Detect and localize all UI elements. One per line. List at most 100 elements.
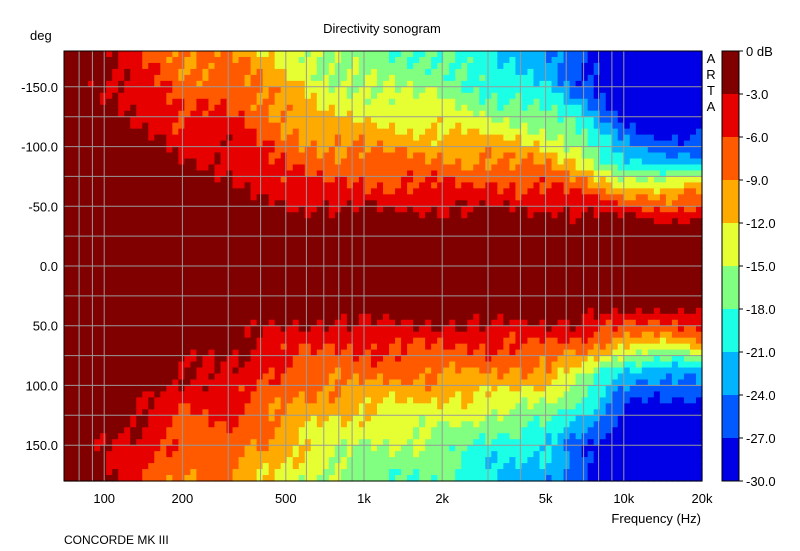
heatmap-cell <box>581 224 589 231</box>
heatmap-cell <box>268 92 276 100</box>
heatmap-cell <box>154 98 161 106</box>
heatmap-cell <box>370 122 378 130</box>
heatmap-cell <box>268 158 276 166</box>
heatmap-cell <box>316 140 324 148</box>
heatmap-cell <box>208 80 216 88</box>
heatmap-cell <box>599 206 607 213</box>
heatmap-cell <box>527 230 535 237</box>
heatmap-cell <box>455 128 462 136</box>
heatmap-cell <box>611 260 619 267</box>
heatmap-cell <box>389 140 396 148</box>
heatmap-cell <box>280 283 288 291</box>
heatmap-cell <box>352 80 360 88</box>
heatmap-cell <box>184 242 191 249</box>
heatmap-cell <box>521 51 529 58</box>
heatmap-cell <box>575 92 583 100</box>
heatmap-cell <box>395 218 402 225</box>
heatmap-cell <box>419 230 426 237</box>
heatmap-cell <box>413 254 420 261</box>
heatmap-cell <box>509 182 517 189</box>
heatmap-cell <box>352 230 360 237</box>
heatmap-cell <box>286 74 294 82</box>
heatmap-cell <box>395 325 402 333</box>
heatmap-cell <box>671 56 679 64</box>
heatmap-cell <box>677 92 685 100</box>
heatmap-cell <box>154 152 161 160</box>
heatmap-cell <box>358 80 366 88</box>
heatmap-cell <box>689 170 697 178</box>
heatmap-cell <box>383 271 390 279</box>
heatmap-cell <box>401 194 408 201</box>
heatmap-cell <box>617 62 625 70</box>
heatmap-cell <box>389 122 396 130</box>
heatmap-cell <box>280 176 288 183</box>
heatmap-cell <box>455 51 462 58</box>
heatmap-cell <box>298 206 306 213</box>
heatmap-cell <box>280 116 288 124</box>
heatmap-cell <box>665 218 673 225</box>
heatmap-cell <box>509 68 517 76</box>
heatmap-cell <box>118 134 125 142</box>
heatmap-cell <box>443 128 450 136</box>
heatmap-cell <box>521 230 529 237</box>
heatmap-cell <box>461 74 468 82</box>
heatmap-cell <box>485 206 492 213</box>
heatmap-cell <box>244 110 252 118</box>
heatmap-cell <box>617 128 625 136</box>
heatmap-cell <box>232 295 240 303</box>
heatmap-cell <box>322 92 330 100</box>
heatmap-cell <box>364 194 372 201</box>
heatmap-cell <box>425 230 432 237</box>
heatmap-cell <box>581 230 589 237</box>
heatmap-cell <box>419 307 426 315</box>
heatmap-cell <box>557 68 565 76</box>
heatmap-cell <box>88 307 95 315</box>
heatmap-cell <box>473 98 480 106</box>
heatmap-cell <box>94 289 101 297</box>
heatmap-cell <box>503 295 510 303</box>
heatmap-cell <box>653 295 661 303</box>
heatmap-cell <box>677 271 685 279</box>
heatmap-cell <box>304 164 312 172</box>
heatmap-cell <box>527 62 535 70</box>
heatmap-cell <box>70 164 77 172</box>
heatmap-cell <box>166 68 173 76</box>
heatmap-cell <box>244 260 252 267</box>
heatmap-cell <box>641 74 649 82</box>
heatmap-cell <box>593 176 601 183</box>
heatmap-cell <box>593 158 601 166</box>
heatmap-cell <box>395 62 402 70</box>
heatmap-cell <box>641 319 649 327</box>
heatmap-cell <box>665 51 673 58</box>
heatmap-cell <box>190 301 198 309</box>
heatmap-cell <box>88 164 95 172</box>
heatmap-cell <box>154 170 161 178</box>
heatmap-cell <box>376 277 384 285</box>
heatmap-cell <box>130 319 137 327</box>
heatmap-cell <box>497 236 504 243</box>
heatmap-cell <box>629 200 637 207</box>
heatmap-cell <box>629 206 637 213</box>
heatmap-cell <box>262 242 270 249</box>
heatmap-cell <box>190 224 198 231</box>
heatmap-cell <box>383 277 390 285</box>
heatmap-cell <box>340 295 348 303</box>
heatmap-cell <box>160 51 167 58</box>
heatmap-cell <box>292 248 300 255</box>
heatmap-cell <box>106 200 113 207</box>
heatmap-cell <box>473 182 480 189</box>
heatmap-cell <box>112 62 119 70</box>
heatmap-cell <box>401 158 408 166</box>
heatmap-cell <box>226 176 234 183</box>
heatmap-cell <box>274 51 282 58</box>
heatmap-cell <box>82 110 89 118</box>
heatmap-cell <box>376 110 384 118</box>
heatmap-cell <box>334 307 342 315</box>
heatmap-cell <box>521 62 529 70</box>
heatmap-cell <box>695 260 703 267</box>
heatmap-cell <box>304 277 312 285</box>
heatmap-cell <box>310 271 318 279</box>
heatmap-cell <box>587 86 595 94</box>
heatmap-cell <box>316 289 324 297</box>
heatmap-cell <box>395 80 402 88</box>
